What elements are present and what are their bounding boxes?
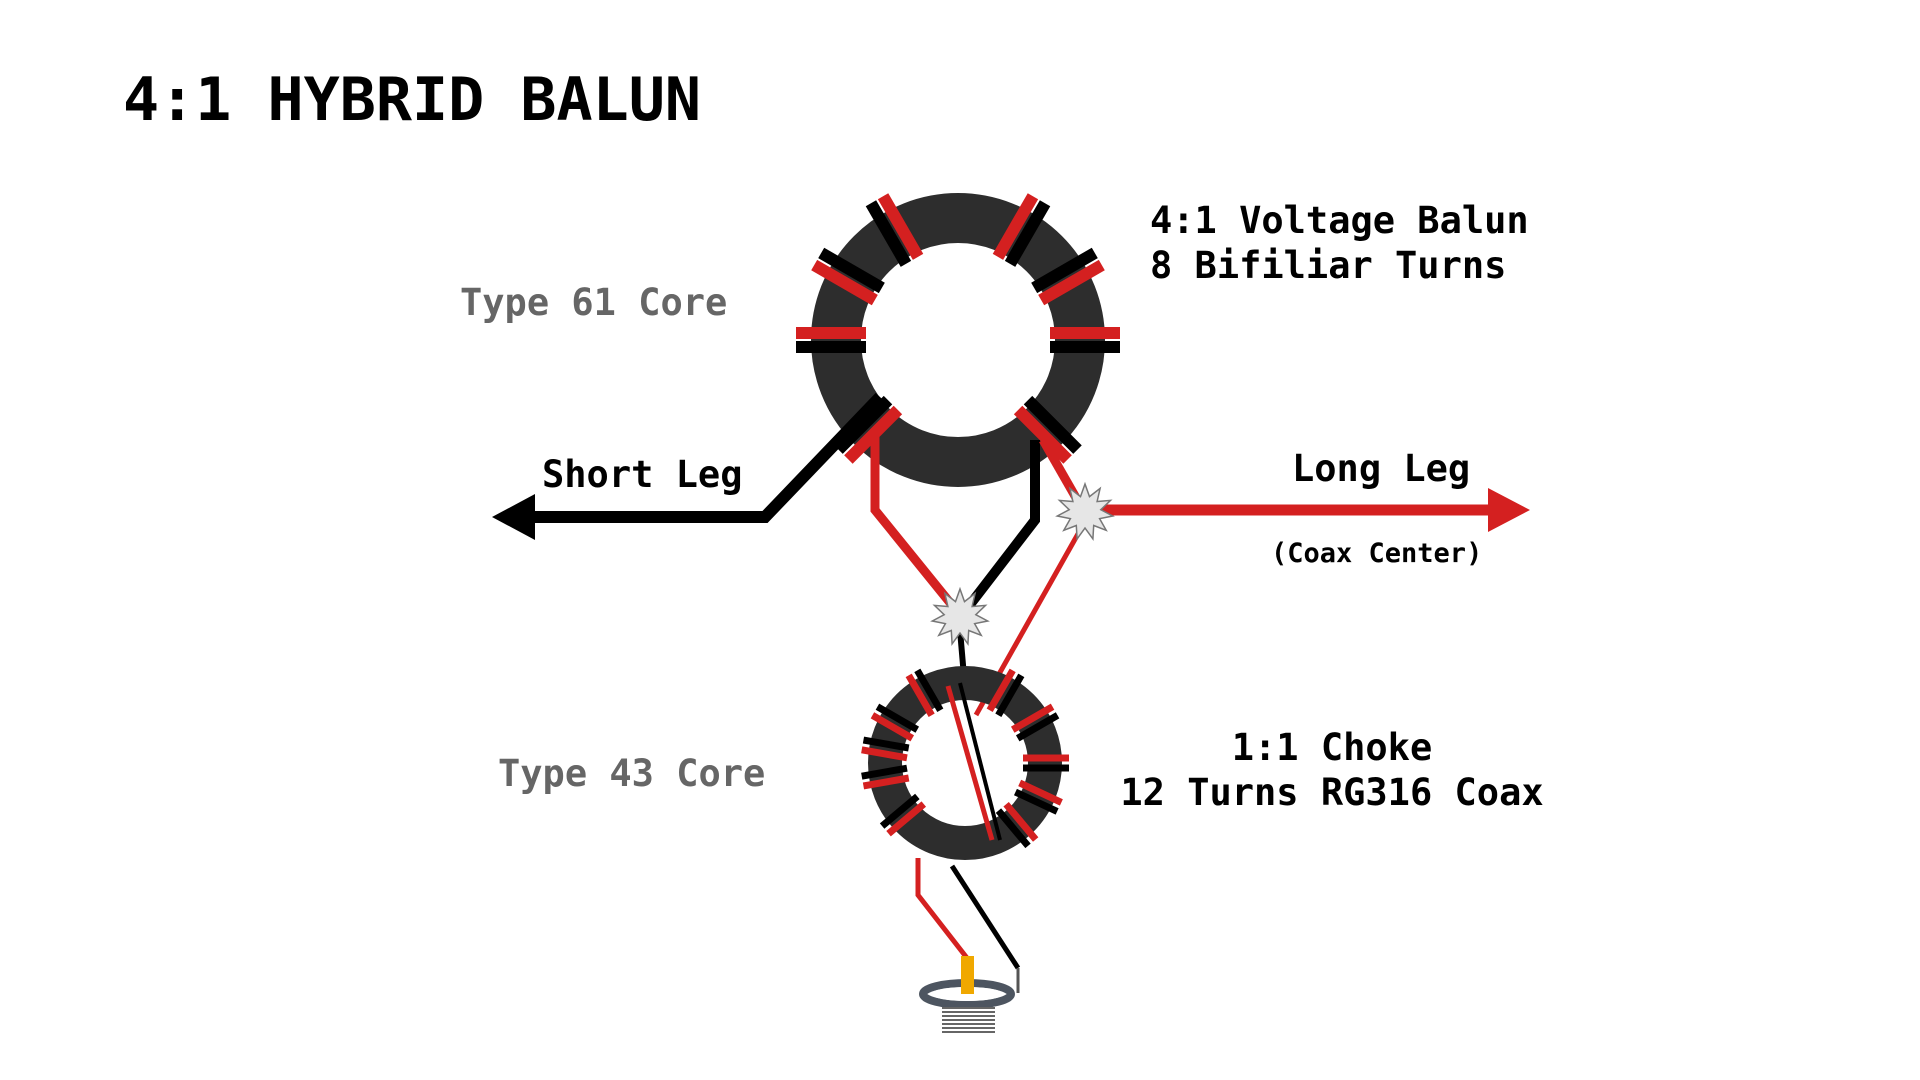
short-leg-label: Short Leg (542, 453, 742, 496)
bifilar-turn-3-b (1038, 259, 1105, 306)
coax-turn-6-b (995, 808, 1031, 849)
bifilar-turn-1-a (865, 200, 912, 267)
coax-turn-3-b (1015, 712, 1060, 742)
connector-leads (915, 858, 1021, 993)
type-43-core (868, 666, 1062, 860)
choke-cross-black (958, 682, 1002, 841)
coax-turn-5-b (1013, 788, 1059, 815)
type-61-core-label: Type 61 Core (460, 281, 727, 324)
long-leg-junction (1055, 481, 1115, 542)
coax-turn-2-a (986, 668, 1016, 713)
bifilar-turn-6-b (834, 395, 893, 454)
diagram-title: 4:1 HYBRID BALUN (123, 65, 701, 135)
bifilar-turn-3-a (1031, 247, 1098, 294)
long-leg-arrowhead (1488, 488, 1530, 532)
coax-turn-10-a (861, 746, 908, 762)
bifilar-turn-8-a (811, 259, 878, 306)
choke-line2: 12 Turns RG316 Coax (1120, 771, 1543, 814)
coax-center-note: (Coax Center) (1271, 538, 1482, 569)
bifilar-windings (796, 193, 1120, 464)
short-leg-wire (520, 392, 885, 523)
voltage-balun-line1: 4:1 Voltage Balun (1150, 199, 1529, 242)
coax-turn-10-b (862, 736, 910, 752)
type-43-core-label: Type 43 Core (498, 752, 765, 795)
short-leg-arrowhead (492, 494, 535, 540)
bifilar-turn-5-a (1023, 395, 1082, 454)
coax-turn-8-a (862, 774, 910, 790)
type-61-core (811, 193, 1105, 487)
coax-turn-5-a (1018, 779, 1063, 806)
balun-red-lead-left (870, 435, 964, 618)
bifilar-turn-1-b (877, 193, 924, 260)
voltage-balun-leads (492, 392, 1530, 717)
coax-turn-2-b (995, 673, 1025, 718)
bifilar-turn-2-a (992, 193, 1039, 260)
coax-turn-7-a (886, 801, 927, 837)
long-leg-label: Long Leg (1292, 447, 1470, 490)
choke-toroid (861, 666, 1069, 860)
center-junction (930, 586, 990, 647)
coax-turn-9-a (870, 712, 915, 742)
coax-turn-8-b (861, 764, 908, 780)
coax-connector (919, 956, 1015, 1033)
coax-turn-7-b (879, 793, 920, 829)
bifilar-turn-2-b (1004, 200, 1051, 267)
bifilar-turn-8-b (818, 247, 885, 294)
connector-threads (942, 1007, 995, 1033)
balun-black-lead-right (958, 440, 1040, 619)
bifilar-turn-5-b (1013, 405, 1072, 464)
coax-turn-6-a (1003, 801, 1039, 842)
coax-turn-9-b (875, 703, 920, 733)
coax-turn-1-a (905, 673, 935, 718)
voltage-balun-toroid (796, 193, 1120, 487)
coax-windings (861, 668, 1069, 849)
bifilar-turn-6-a (844, 405, 903, 464)
choke-line1: 1:1 Choke (1232, 726, 1432, 769)
connector-red-lead (915, 858, 969, 960)
voltage-balun-line2: 8 Bifiliar Turns (1150, 244, 1506, 287)
coax-turn-3-a (1010, 703, 1055, 733)
choke-cross-red (945, 685, 995, 841)
connector-pin (961, 956, 974, 994)
coax-turn-1-b (914, 668, 944, 713)
connector-black-lead (949, 864, 1021, 970)
